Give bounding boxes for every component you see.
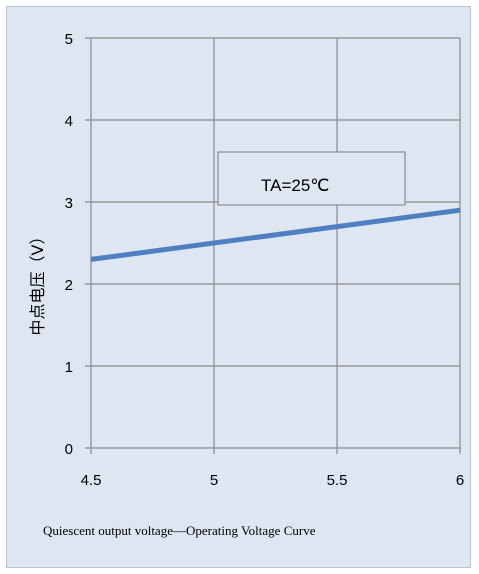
series-layer <box>90 207 461 262</box>
y-tick-label: 3 <box>65 195 73 212</box>
x-tick-label: 5 <box>210 472 218 489</box>
x-tick-label: 4.5 <box>81 472 102 489</box>
x-tick-label: 6 <box>456 472 464 489</box>
annotation-rect <box>217 151 406 206</box>
y-axis-label: 中点电压（V） <box>28 229 47 336</box>
y-tick-label: 1 <box>65 359 73 376</box>
chart-caption: Quiescent output voltage—Operating Volta… <box>43 523 316 538</box>
x-tick-label: 5.5 <box>327 472 348 489</box>
y-tick-label: 5 <box>65 31 73 48</box>
chart-frame: 0 1 2 3 4 5 4.5 5 5.5 6 TA=25℃ 中点电压（V） Quiescent … <box>6 6 471 568</box>
annotation-text: TA=25℃ <box>261 176 329 195</box>
series-line <box>90 207 461 262</box>
chart-svg: 0 1 2 3 4 5 4.5 5 5.5 6 TA=25℃ 中点电压（V） Quiescent … <box>28 31 465 538</box>
tick-layer: 0 1 2 3 4 5 4.5 5 5.5 6 <box>65 31 465 489</box>
plot-area <box>91 38 460 448</box>
annotation-box: TA=25℃ <box>217 151 406 206</box>
y-tick-label: 0 <box>65 441 73 458</box>
grid-layer <box>85 37 461 454</box>
y-tick-label: 4 <box>65 113 73 130</box>
y-tick-label: 2 <box>65 277 73 294</box>
